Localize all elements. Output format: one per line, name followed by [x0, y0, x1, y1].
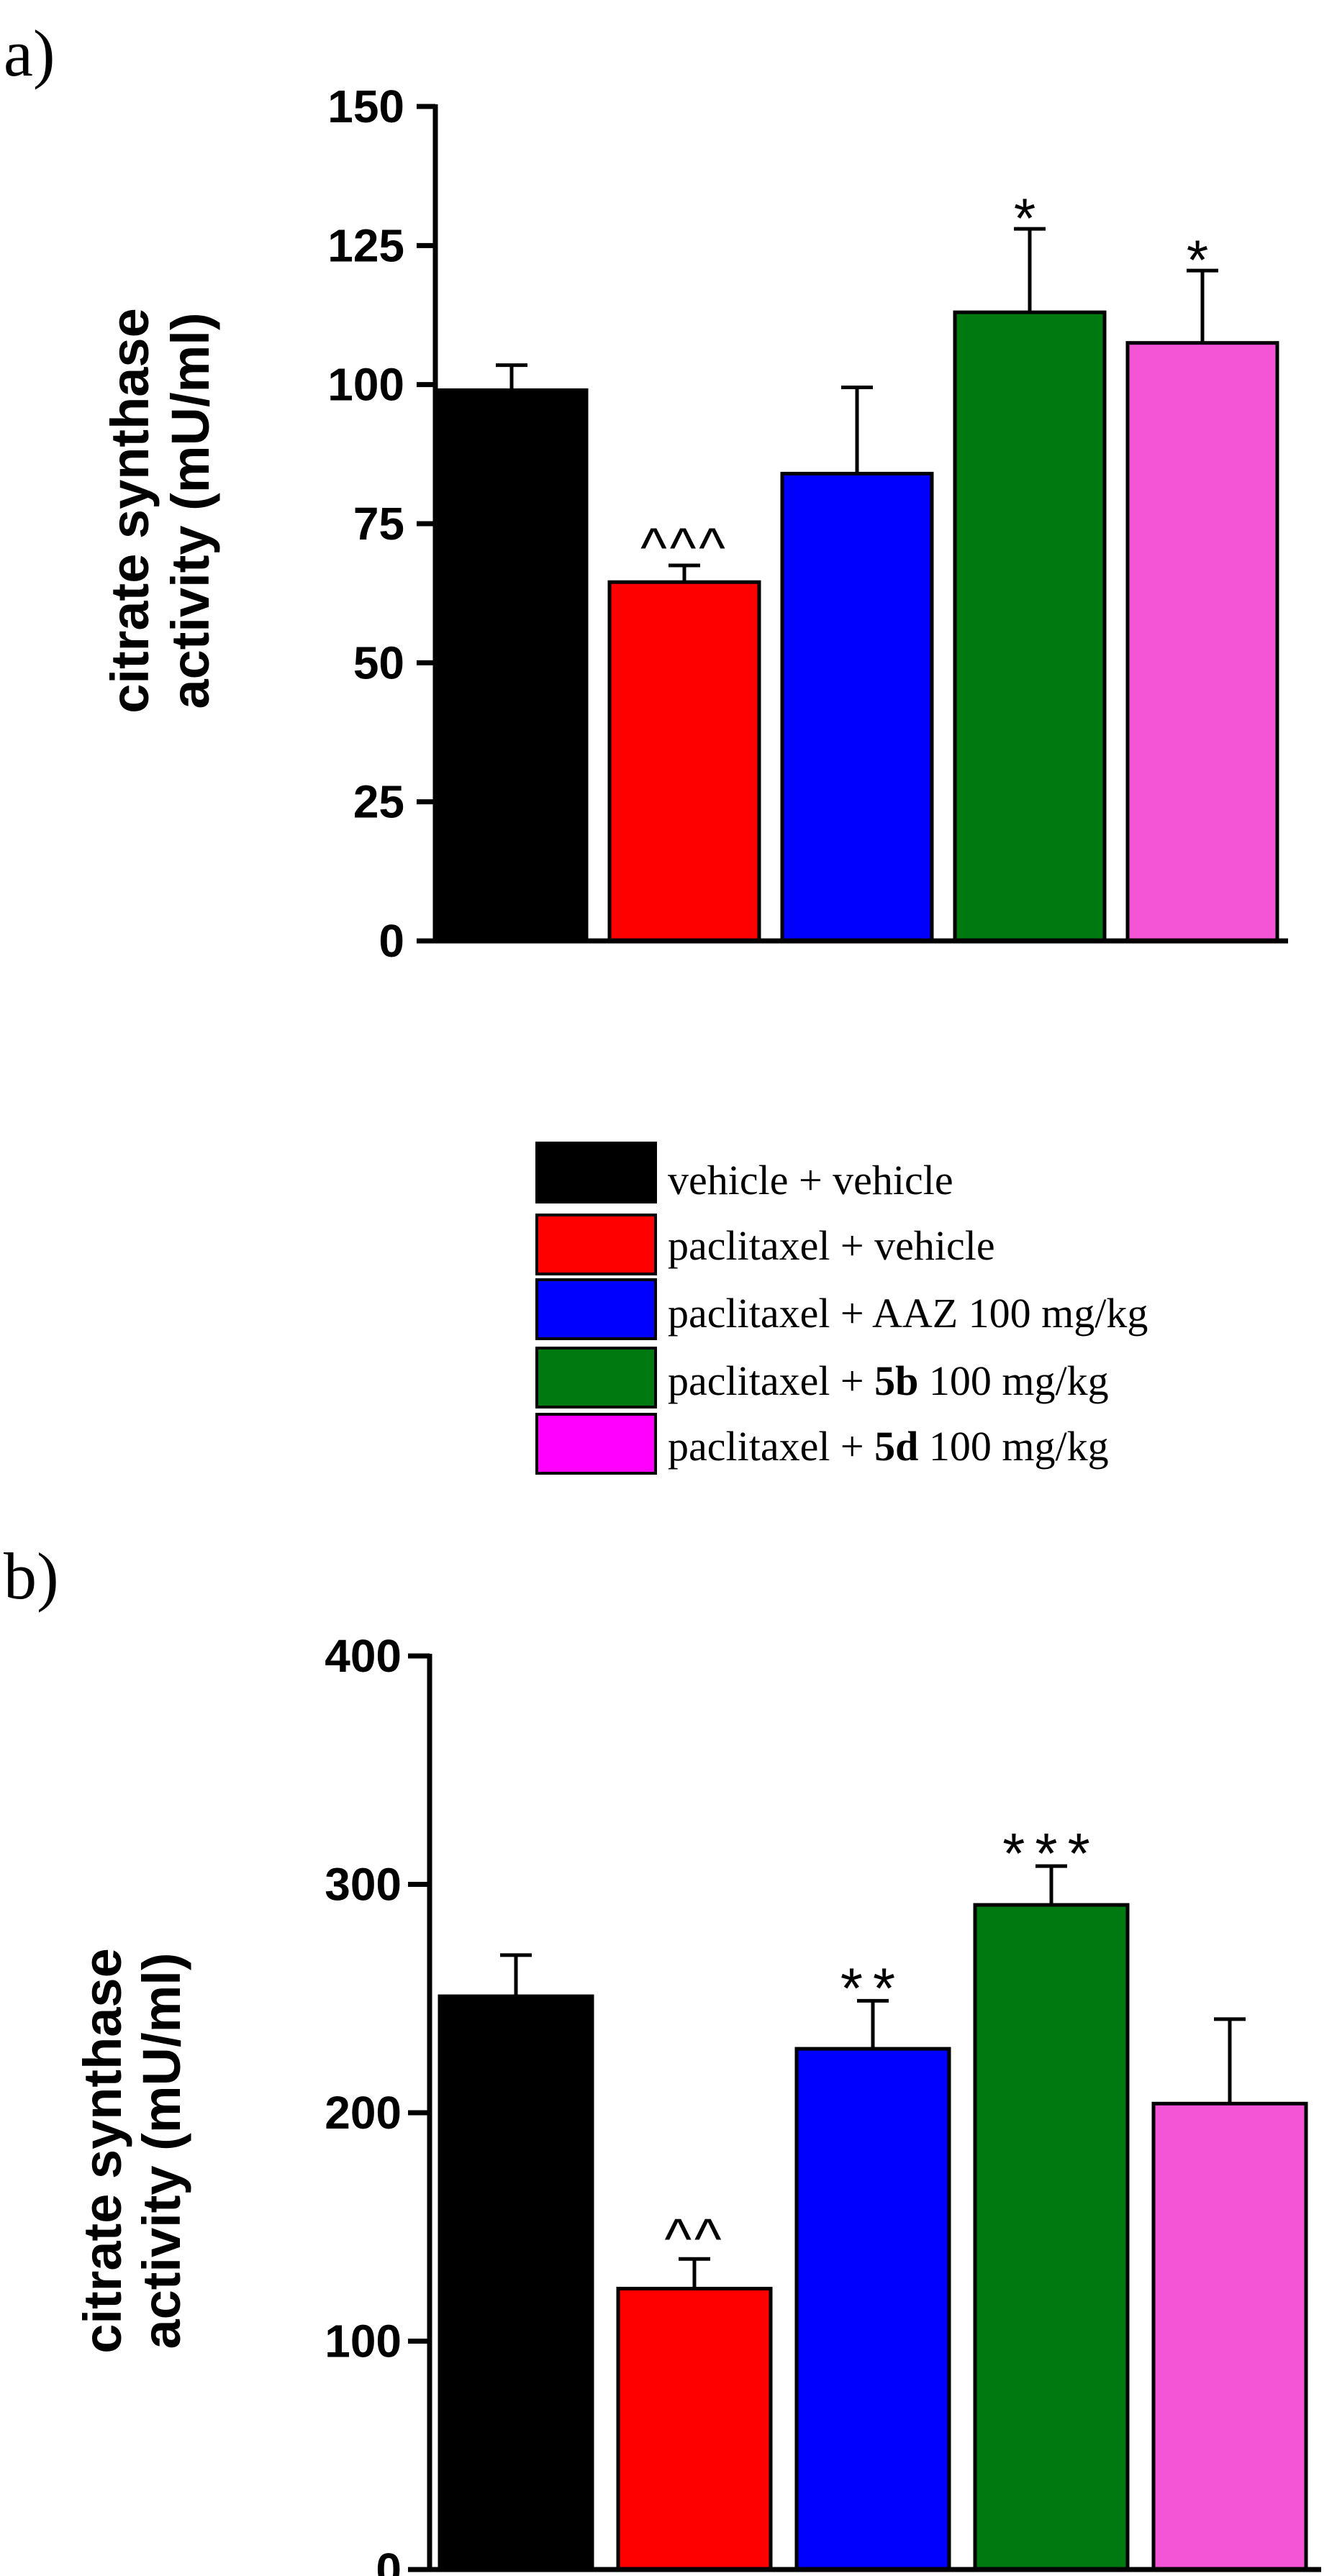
panel-b-ylabel: citrate synthase activity (mU/ml)	[73, 1948, 191, 2354]
panel-a-ylabel-line2: activity (mU/ml)	[160, 312, 220, 709]
panel-b-label: b)	[4, 1539, 59, 1613]
legend: vehicle + vehicle paclitaxel + vehicle p…	[535, 1142, 1148, 1475]
panel-b-bar-2	[616, 2286, 773, 2572]
legend-swatch-red	[535, 1214, 657, 1275]
panel-a-ylabel-line1: citrate synthase	[100, 308, 160, 714]
panel-b-bar-3	[794, 2047, 951, 2572]
panel-a-y-tick-label: 75	[353, 498, 404, 550]
legend-item-paclitaxel-5d: paclitaxel + 5d 100 mg/kg	[535, 1413, 1109, 1475]
panel-a-bar-1	[435, 388, 589, 943]
panel-b-significance-3: **	[840, 1956, 905, 2020]
panel-b-y-tick-label: 100	[325, 2316, 402, 2367]
legend-label: vehicle + vehicle	[668, 1157, 953, 1203]
panel-a-y-tick-label: 125	[327, 219, 404, 271]
panel-b-bar-4	[973, 1903, 1130, 2572]
panel-a-bar-5	[1125, 341, 1279, 943]
panel-a-label: a)	[4, 17, 55, 90]
panel-b: b) citrate synthase activity (mU/ml) ^^ *…	[4, 1539, 1321, 2576]
panel-a-ylabel: citrate synthase activity (mU/ml)	[100, 308, 220, 714]
panel-a-y-tick-label: 0	[379, 915, 404, 967]
panel-b-ylabel-line2: activity (mU/ml)	[132, 1952, 191, 2349]
legend-item-paclitaxel-aaz: paclitaxel + AAZ 100 mg/kg	[535, 1278, 1148, 1340]
legend-swatch-blue	[535, 1278, 657, 1340]
legend-label: paclitaxel + 5d 100 mg/kg	[668, 1423, 1109, 1470]
panel-a-y-tick-label: 25	[353, 776, 404, 828]
legend-swatch-green	[535, 1347, 657, 1408]
legend-swatch-magenta	[535, 1413, 657, 1475]
panel-b-significance-2: ^^	[664, 2207, 724, 2271]
legend-item-vehicle-vehicle: vehicle + vehicle	[535, 1142, 953, 1203]
panel-a-plot: ^^^ * * 0 25 50 75 100 125 150	[327, 81, 1288, 967]
panel-a-bar-2	[607, 580, 761, 943]
panel-a-significance-2: ^^^	[640, 516, 728, 579]
legend-item-paclitaxel-5b: paclitaxel + 5b 100 mg/kg	[535, 1347, 1109, 1408]
legend-item-paclitaxel-vehicle: paclitaxel + vehicle	[535, 1214, 995, 1275]
panel-a: a) citrate synthase activity (mU/ml) ^^^…	[4, 17, 1288, 967]
panel-a-y-tick-label: 150	[327, 81, 404, 132]
panel-a-significance-5: *	[1187, 228, 1218, 291]
panel-a-bar-4	[953, 310, 1107, 943]
panel-b-bar-5	[1151, 2101, 1308, 2572]
panel-b-y-tick-label: 200	[325, 2087, 402, 2139]
panel-b-significance-4: ***	[1002, 1821, 1100, 1885]
panel-b-y-tick-label: 400	[325, 1630, 402, 1682]
panel-b-y-tick-label: 300	[325, 1859, 402, 1911]
panel-b-y-tick-label: 0	[376, 2544, 402, 2576]
panel-b-bar-1	[438, 1994, 594, 2572]
legend-swatch-black	[535, 1142, 657, 1203]
panel-a-y-tick-label: 100	[327, 359, 404, 411]
legend-label: paclitaxel + vehicle	[668, 1222, 995, 1269]
legend-label: paclitaxel + AAZ 100 mg/kg	[668, 1290, 1148, 1337]
legend-label: paclitaxel + 5b 100 mg/kg	[668, 1357, 1109, 1404]
panel-a-y-tick-label: 50	[353, 637, 404, 688]
panel-a-bar-3	[780, 471, 934, 943]
panel-a-significance-4: *	[1014, 186, 1046, 250]
panel-b-ylabel-line1: citrate synthase	[73, 1948, 132, 2354]
